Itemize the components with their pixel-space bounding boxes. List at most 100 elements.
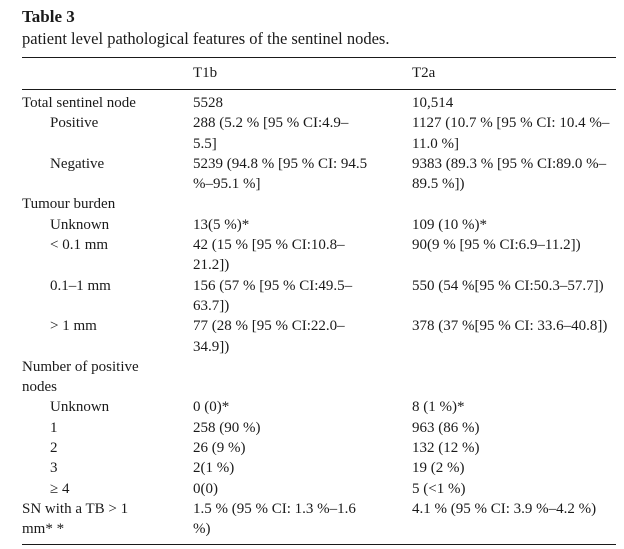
table-row: Number of positive nodes (22, 357, 616, 398)
cell-t1b-text: 42 (15 % [95 % CI:10.8–21.2]) (193, 237, 345, 274)
row-label: Tumour burden (22, 194, 193, 214)
cell-t2a-text: 10,514 (412, 95, 454, 111)
cell-t2a-text: 90(9 % [95 % CI:6.9–11.2]) (412, 237, 581, 254)
row-label-text: Total sentinel node (22, 95, 136, 111)
cell-t2a: 8 (1 %)* (412, 397, 616, 417)
row-label: Positive (22, 113, 193, 154)
cell-t1b: 2(1 %) (193, 458, 412, 478)
cell-t1b-text: 26 (9 %) (193, 440, 246, 457)
cell-t1b: 288 (5.2 % [95 % CI:4.9–5.5] (193, 113, 412, 154)
cell-t2a: 90(9 % [95 % CI:6.9–11.2]) (412, 235, 616, 276)
table-row: SN with a TB > 1 mm* * 1.5 % (95 % CI: 1.… (22, 499, 616, 540)
row-label-text: Unknown (50, 216, 110, 233)
cell-t2a: 19 (2 %) (412, 458, 616, 478)
row-label: Negative (22, 154, 193, 195)
table-row: 3 2(1 %) 19 (2 %) (22, 458, 616, 478)
cell-t2a-text: 963 (86 %) (412, 419, 480, 436)
cell-t2a: 10,514 (412, 89, 616, 113)
row-label: 1 (22, 418, 193, 438)
bottom-rule (22, 544, 616, 546)
table-row: > 1 mm 77 (28 % [95 % CI:22.0–34.9]) 378 (… (22, 316, 616, 357)
row-label: Unknown (22, 397, 193, 417)
column-header-t2a: T2a (412, 65, 436, 81)
row-label: Unknown (22, 215, 193, 235)
row-label-text: 0.1–1 mm (50, 277, 111, 294)
cell-t1b-text: 258 (90 %) (193, 419, 261, 436)
cell-t1b: 0 (0)* (193, 397, 412, 417)
table-row: 2 26 (9 %) 132 (12 %) (22, 438, 616, 458)
row-label-text: 2 (50, 440, 58, 457)
row-label: Total sentinel node (22, 89, 193, 113)
row-label: Number of positive nodes (22, 357, 193, 398)
cell-t2a-text: 378 (37 %[95 % CI: 33.6–40.8]) (412, 318, 608, 335)
cell-t2a: 963 (86 %) (412, 418, 616, 438)
cell-t1b: 77 (28 % [95 % CI:22.0–34.9]) (193, 316, 412, 357)
cell-t2a-text: 4.1 % (95 % CI: 3.9 %–4.2 %) (412, 500, 597, 517)
row-label-text: < 0.1 mm (50, 237, 109, 254)
row-label-text: Positive (50, 115, 99, 132)
row-label: 3 (22, 458, 193, 478)
column-header-label (22, 58, 193, 89)
row-label-text: SN with a TB > 1 mm* * (22, 500, 129, 538)
row-label-text: ≥ 4 (50, 480, 70, 497)
row-label: 2 (22, 438, 193, 458)
table-title: patient level pathological features of t… (22, 29, 390, 48)
cell-t2a: 109 (10 %)* (412, 215, 616, 235)
cell-t2a-text: 1127 (10.7 % [95 % CI: 10.4 %–11.0 %] (412, 115, 610, 152)
cell-t1b-text: 2(1 %) (193, 460, 235, 477)
column-header-t1b: T1b (193, 65, 218, 81)
cell-t2a: 132 (12 %) (412, 438, 616, 458)
row-label: 0.1–1 mm (22, 276, 193, 317)
cell-t1b: 5239 (94.8 % [95 % CI: 94.5 %–95.1 %] (193, 154, 412, 195)
cell-t1b (193, 194, 412, 214)
cell-t2a-text: 132 (12 %) (412, 440, 480, 457)
cell-t1b-text: 5239 (94.8 % [95 % CI: 94.5 %–95.1 %] (193, 155, 368, 193)
cell-t1b-text: 77 (28 % [95 % CI:22.0–34.9]) (193, 318, 345, 355)
cell-t1b-text: 156 (57 % [95 % CI:49.5–63.7]) (193, 277, 353, 314)
cell-t2a-text: 550 (54 %[95 % CI:50.3–57.7]) (412, 277, 604, 294)
row-label-text: 3 (50, 460, 58, 477)
row-label-text: 1 (50, 419, 58, 436)
table-row: 1 258 (90 %) 963 (86 %) (22, 418, 616, 438)
cell-t1b: 156 (57 % [95 % CI:49.5–63.7]) (193, 276, 412, 317)
cell-t2a-text: 109 (10 %)* (412, 216, 487, 233)
row-label: ≥ 4 (22, 479, 193, 499)
table-caption: Table 3 patient level pathological featu… (22, 6, 612, 50)
header-row: T1b T2a (22, 58, 616, 89)
table-label: Table 3 (22, 7, 75, 26)
row-label: SN with a TB > 1 mm* * (22, 499, 193, 540)
cell-t2a: 378 (37 %[95 % CI: 33.6–40.8]) (412, 316, 616, 357)
cell-t2a-text: 19 (2 %) (412, 460, 465, 477)
cell-t2a: 4.1 % (95 % CI: 3.9 %–4.2 %) (412, 499, 616, 540)
table-row: ≥ 4 0(0) 5 (<1 %) (22, 479, 616, 499)
cell-t2a (412, 194, 616, 214)
row-label-text: Negative (50, 155, 105, 172)
table-row: Tumour burden (22, 194, 616, 214)
cell-t1b: 258 (90 %) (193, 418, 412, 438)
cell-t2a: 9383 (89.3 % [95 % CI:89.0 %–89.5 %]) (412, 154, 616, 195)
cell-t1b: 0(0) (193, 479, 412, 499)
table-row: Negative 5239 (94.8 % [95 % CI: 94.5 %–95… (22, 154, 616, 195)
cell-t2a-text: 5 (<1 %) (412, 480, 466, 497)
table-row: < 0.1 mm 42 (15 % [95 % CI:10.8–21.2]) 90(… (22, 235, 616, 276)
cell-t2a: 1127 (10.7 % [95 % CI: 10.4 %–11.0 %] (412, 113, 616, 154)
table-row: 0.1–1 mm 156 (57 % [95 % CI:49.5–63.7]) 55… (22, 276, 616, 317)
row-label: < 0.1 mm (22, 235, 193, 276)
cell-t1b-text: 1.5 % (95 % CI: 1.3 %–1.6 %) (193, 500, 356, 538)
cell-t1b: 5528 (193, 89, 412, 113)
cell-t1b: 26 (9 %) (193, 438, 412, 458)
row-label-text: Unknown (50, 399, 110, 416)
cell-t1b-text: 288 (5.2 % [95 % CI:4.9–5.5] (193, 115, 349, 152)
row-label: > 1 mm (22, 316, 193, 357)
row-label-text: > 1 mm (50, 318, 97, 335)
cell-t1b: 42 (15 % [95 % CI:10.8–21.2]) (193, 235, 412, 276)
cell-t1b-text: 0(0) (193, 480, 218, 497)
cell-t2a: 550 (54 %[95 % CI:50.3–57.7]) (412, 276, 616, 317)
cell-t1b (193, 357, 412, 398)
table-row: Unknown 13(5 %)* 109 (10 %)* (22, 215, 616, 235)
cell-t1b: 13(5 %)* (193, 215, 412, 235)
cell-t2a (412, 357, 616, 398)
cell-t1b-text: 5528 (193, 95, 223, 111)
table-row: Positive 288 (5.2 % [95 % CI:4.9–5.5] 1127… (22, 113, 616, 154)
table-row: Total sentinel node 5528 10,514 (22, 89, 616, 113)
